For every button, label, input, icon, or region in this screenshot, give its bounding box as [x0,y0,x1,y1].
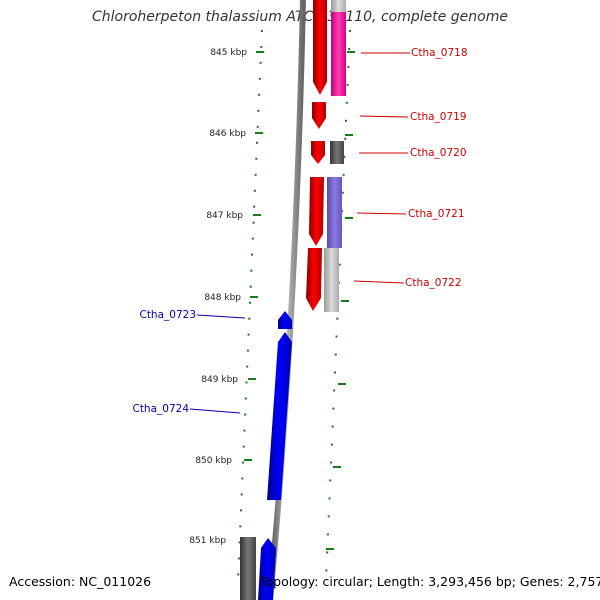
tick-label-847: 847 kbp [206,211,243,221]
tick-label-851: 851 kbp [189,536,226,546]
genome-stats: Topology: circular; Length: 3,293,456 bp… [260,574,600,589]
gene-arrow-ctha-0720[interactable] [311,141,325,164]
feature-bar [327,177,342,248]
accession-label: Accession: NC_011026 [9,574,152,589]
gene-arrow-ctha-0718[interactable] [313,0,327,95]
feature-track-outer [240,0,346,600]
genome-backbone [267,0,306,600]
tick-labels: 845 kbp 846 kbp 847 kbp 848 kbp 849 kbp … [189,48,247,546]
tick-label-850: 850 kbp [195,456,232,466]
gene-label-ctha-0721[interactable]: Ctha_0721 [408,208,465,220]
feature-bar [331,12,346,96]
gene-label-ctha-0719[interactable]: Ctha_0719 [410,111,467,123]
gene-arrow-ctha-0719[interactable] [312,102,326,129]
gene-arrow-next[interactable] [258,538,276,600]
label-leaders [189,52,410,414]
gene-arrow-ctha-0723[interactable] [278,311,292,329]
reverse-genes [258,311,292,600]
feature-bar [240,537,256,600]
tick-label-849: 849 kbp [201,375,238,385]
gene-label-ctha-0718[interactable]: Ctha_0718 [411,47,468,59]
feature-bar [324,248,339,312]
gene-label-ctha-0722[interactable]: Ctha_0722 [405,277,462,289]
tick-marks [240,51,355,550]
feature-bar [330,141,344,164]
feature-bar [331,0,346,12]
forward-genes [306,0,327,311]
gene-arrow-ctha-0722[interactable] [306,248,322,311]
tick-label-845: 845 kbp [210,48,247,58]
gene-label-ctha-0720[interactable]: Ctha_0720 [410,147,467,159]
gene-arrow-ctha-0721[interactable] [309,177,324,246]
gene-labels: Ctha_0718 Ctha_0719 Ctha_0720 Ctha_0721 … [132,47,467,415]
tick-label-848: 848 kbp [204,293,241,303]
inner-dotted-guide [237,29,263,581]
gene-label-ctha-0724[interactable]: Ctha_0724 [132,403,189,415]
gene-arrow-ctha-0724[interactable] [267,332,292,500]
gene-label-ctha-0723[interactable]: Ctha_0723 [139,309,196,321]
tick-label-846: 846 kbp [209,129,246,139]
